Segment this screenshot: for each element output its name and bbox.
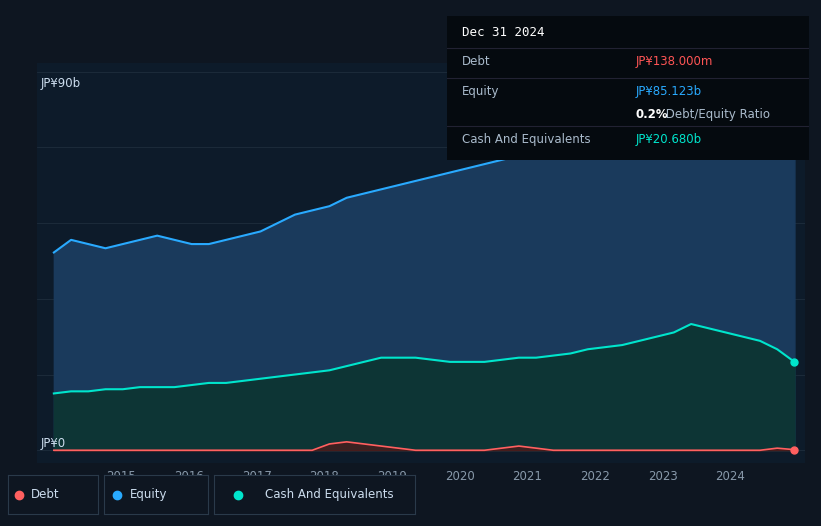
Text: JP¥90b: JP¥90b [41, 77, 81, 90]
Text: JP¥0: JP¥0 [41, 437, 66, 450]
Text: Cash And Equivalents: Cash And Equivalents [264, 488, 393, 501]
Text: Cash And Equivalents: Cash And Equivalents [462, 133, 590, 146]
Text: 0.2%: 0.2% [635, 108, 668, 122]
Text: Debt: Debt [30, 488, 59, 501]
Text: Dec 31 2024: Dec 31 2024 [462, 26, 544, 39]
Text: Equity: Equity [462, 85, 499, 98]
Text: Equity: Equity [130, 488, 167, 501]
Text: JP¥85.123b: JP¥85.123b [635, 85, 701, 98]
Text: JP¥138.000m: JP¥138.000m [635, 55, 713, 68]
Text: JP¥20.680b: JP¥20.680b [635, 133, 701, 146]
Text: Debt: Debt [462, 55, 490, 68]
Text: Debt/Equity Ratio: Debt/Equity Ratio [663, 108, 770, 122]
